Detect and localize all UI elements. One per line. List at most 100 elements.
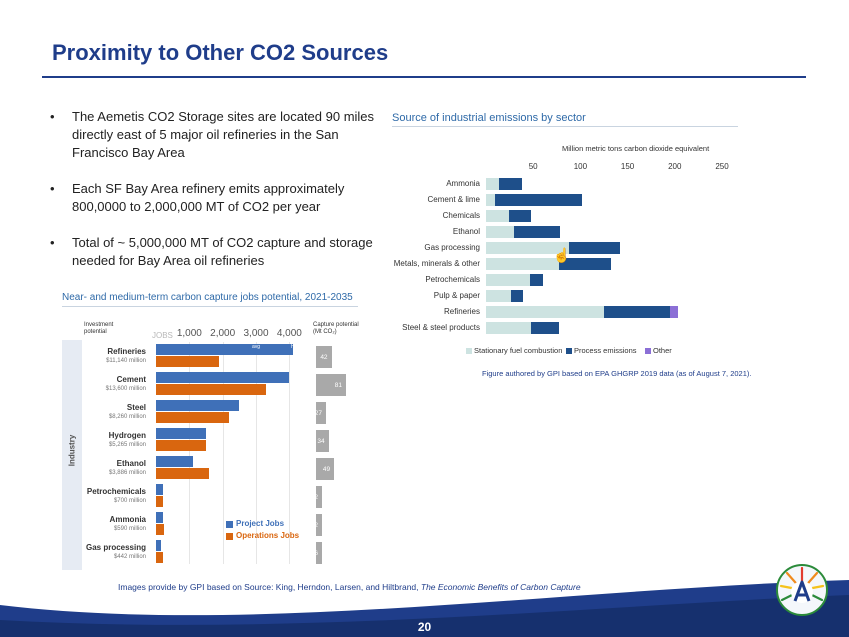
operations-jobs-bar <box>156 468 210 479</box>
emissions-bar-segment <box>486 210 509 222</box>
emissions-category-label: Steel & steel products <box>402 323 480 332</box>
industry-name: Ethanol <box>116 459 146 468</box>
capture-potential-box: 27 <box>314 402 326 424</box>
emissions-bar-segment <box>486 258 559 270</box>
emissions-bar-segment <box>486 274 531 286</box>
emissions-bar-segment <box>486 194 496 206</box>
emissions-category-label: Metals, minerals & other <box>393 259 480 268</box>
emissions-category-label: Cement & lime <box>427 195 480 204</box>
industry-investment: $3,886 million <box>108 470 146 476</box>
jobs-tick-label: 1,000 <box>176 328 202 339</box>
bullet-text: The Aemetis CO2 Storage sites are locate… <box>72 109 375 160</box>
bar-inner-label: avg <box>252 344 261 350</box>
bar-inner-label: high <box>291 344 301 350</box>
jobs-legend-swatch <box>226 533 233 540</box>
operations-jobs-bar <box>156 384 266 395</box>
page-number: 20 <box>417 620 432 634</box>
emissions-bar-segment <box>604 306 671 318</box>
emissions-axis-label: Million metric tons carbon dioxide equiv… <box>562 144 710 153</box>
title-divider <box>42 76 806 78</box>
project-jobs-bar <box>156 400 240 411</box>
bullet-item: • Each SF Bay Area refinery emits approxi… <box>50 180 380 216</box>
emissions-tick-label: 150 <box>620 162 635 171</box>
emissions-bar-segment <box>486 290 512 302</box>
bullet-text: Total of ~ 5,000,000 MT of CO2 capture a… <box>72 235 373 268</box>
project-jobs-bar <box>156 344 293 355</box>
jobs-gridline <box>189 342 191 564</box>
project-jobs-bar <box>156 456 193 467</box>
project-jobs-bar <box>156 512 163 523</box>
capture-potential-box: 49 <box>316 458 335 480</box>
emissions-bar-segment <box>486 226 515 238</box>
bullet-dot: • <box>50 235 55 250</box>
project-jobs-bar <box>156 428 206 439</box>
emissions-chart-rule <box>392 126 738 127</box>
bullet-list: • The Aemetis CO2 Storage sites are locat… <box>50 108 380 288</box>
emissions-bar-segment <box>486 178 500 190</box>
jobs-tick-label: 2,000 <box>210 328 236 339</box>
industry-name: Ammonia <box>109 515 146 524</box>
jobs-gridline <box>222 342 224 564</box>
capture-potential-box: 2 <box>314 486 322 508</box>
capture-value: 2 <box>314 493 318 501</box>
capture-value: 42 <box>320 353 328 361</box>
emissions-category-label: Gas processing <box>424 243 480 252</box>
emissions-legend-swatch <box>566 348 572 354</box>
jobs-legend-label: Project Jobs <box>236 519 285 528</box>
jobs-tick-label: 3,000 <box>243 328 269 339</box>
emissions-bar-segment <box>569 242 621 254</box>
capture-value: 12 <box>310 521 318 529</box>
emissions-category-label: Refineries <box>443 307 480 316</box>
industry-investment: $590 million <box>113 526 146 532</box>
jobs-chart-panel <box>62 312 358 570</box>
industry-name: Cement <box>116 375 146 384</box>
capture-potential-box: 34 <box>316 430 329 452</box>
emissions-legend-label: Stationary fuel combustion <box>474 346 563 355</box>
capture-value: 34 <box>317 437 325 445</box>
operations-jobs-bar <box>156 440 206 451</box>
emissions-bar-segment <box>499 178 522 190</box>
emissions-bar-segment <box>530 274 543 286</box>
investment-header: Investment potential <box>84 322 114 335</box>
emissions-bar-segment <box>508 210 532 222</box>
emissions-category-label: Petrochemicals <box>425 275 480 284</box>
emissions-bar-segment <box>531 322 559 334</box>
bullet-dot: • <box>50 181 55 196</box>
industry-investment: $700 million <box>113 498 146 504</box>
operations-jobs-bar <box>156 524 165 535</box>
project-jobs-bar <box>156 540 161 551</box>
industry-name: Hydrogen <box>108 431 146 440</box>
operations-jobs-bar <box>156 496 163 507</box>
jobs-tick-label: 4,000 <box>276 328 302 339</box>
operations-jobs-bar <box>156 356 220 367</box>
emissions-bar-segment <box>511 290 523 302</box>
emissions-tick-label: 250 <box>715 162 729 171</box>
bullet-item: • The Aemetis CO2 Storage sites are locat… <box>50 108 380 162</box>
emissions-tick-label: 50 <box>528 162 538 171</box>
aemetis-logo-icon <box>776 564 828 616</box>
emissions-tick-label: 100 <box>573 162 588 171</box>
capture-potential-box: 12 <box>311 514 322 536</box>
capture-value: 27 <box>314 409 322 417</box>
emissions-bar-segment <box>495 194 583 206</box>
bullet-text: Each SF Bay Area refinery emits approxim… <box>72 181 345 214</box>
industry-investment: $5,265 million <box>108 442 146 448</box>
capture-value: 49 <box>322 465 331 473</box>
emissions-category-label: Pulp & paper <box>433 291 480 300</box>
emissions-bar-segment <box>486 242 570 254</box>
industry-investment: $442 million <box>113 554 146 560</box>
jobs-legend-label: Operations Jobs <box>236 531 300 540</box>
emissions-category-label: Chemicals <box>442 211 480 220</box>
emissions-bar-segment <box>486 322 532 334</box>
industry-investment: $8,260 million <box>108 414 146 420</box>
emissions-category-label: Ammonia <box>446 179 480 188</box>
jobs-legend-swatch <box>226 521 233 528</box>
emissions-legend-swatch <box>645 348 651 354</box>
bullet-dot: • <box>50 109 55 124</box>
hand-cursor-icon: ☝ <box>553 247 571 263</box>
jobs-gridline <box>256 342 257 564</box>
industry-side-bar <box>62 340 82 570</box>
jobs-gridline <box>289 342 291 564</box>
jobs-header: JOBS <box>152 331 173 340</box>
industry-name: Gas processing <box>85 543 146 552</box>
